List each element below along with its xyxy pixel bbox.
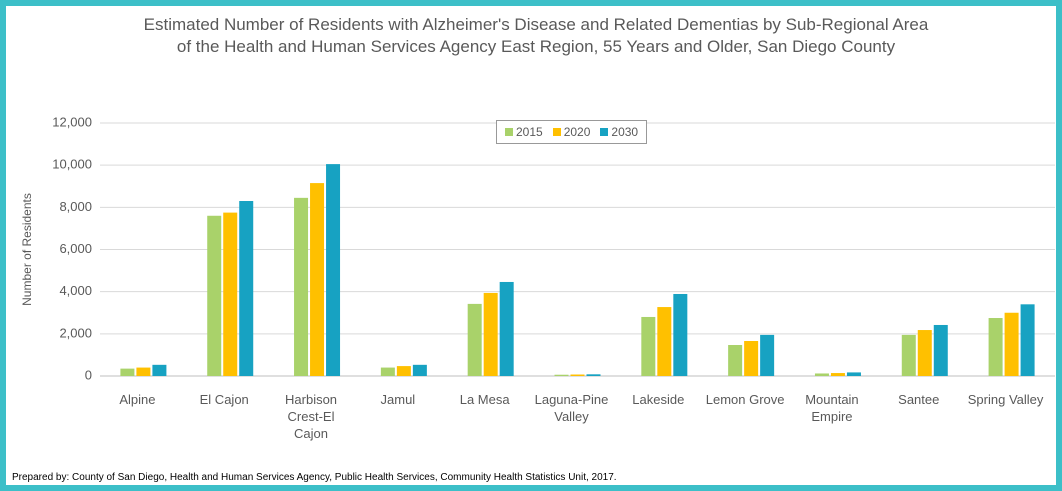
- chart-title: Estimated Number of Residents with Alzhe…: [143, 15, 929, 56]
- x-tick-label: El Cajon: [199, 392, 249, 407]
- y-tick-label: 2,000: [59, 325, 92, 340]
- legend-item: 2020: [552, 125, 591, 139]
- y-tick-label: 0: [85, 367, 92, 382]
- x-tick-label: La Mesa: [459, 392, 510, 407]
- bar: [223, 212, 238, 376]
- bar: [467, 303, 482, 376]
- x-tick-label: Mountain Empire: [805, 392, 859, 424]
- bar: [760, 334, 775, 376]
- bar: [294, 197, 309, 376]
- legend-swatch: [600, 128, 609, 136]
- x-tick-label: Spring Valley: [967, 392, 1044, 407]
- x-tick-label: Lemon Grove: [705, 392, 785, 407]
- bar: [207, 215, 222, 376]
- bar: [917, 330, 932, 376]
- bar: [728, 345, 743, 376]
- y-tick-label: 12,000: [52, 114, 92, 129]
- x-tick-label: Santee: [898, 392, 940, 407]
- bar: [310, 183, 325, 376]
- legend-swatch: [505, 128, 513, 136]
- bar: [1020, 304, 1035, 376]
- bar: [239, 201, 254, 376]
- bar: [830, 373, 845, 376]
- bar: [554, 374, 569, 376]
- y-tick-label: 4,000: [59, 283, 92, 298]
- legend-swatch: [552, 128, 561, 136]
- bar: [499, 281, 514, 376]
- bar: [326, 164, 341, 376]
- bar: [152, 364, 167, 376]
- bar: [570, 374, 585, 376]
- legend-label: 2015: [516, 125, 543, 139]
- bar: [412, 364, 427, 376]
- y-tick-label: 8,000: [59, 199, 92, 214]
- legend-label: 2030: [611, 125, 639, 139]
- bar: [657, 307, 672, 376]
- bar: [988, 318, 1003, 376]
- x-tick-label: Harbison Crest-El Cajon: [285, 392, 338, 441]
- bar: [901, 334, 916, 376]
- bar: [483, 292, 498, 376]
- x-tick-label: Alpine: [119, 392, 156, 407]
- bar: [396, 366, 411, 376]
- bar: [586, 374, 601, 376]
- x-tick-label: Laguna-Pine Valley: [534, 392, 609, 424]
- bar: [641, 316, 656, 376]
- bar: [673, 293, 688, 376]
- y-tick-label: 6,000: [59, 241, 92, 256]
- legend: 2015 2020 2030: [496, 120, 648, 144]
- bar: [744, 341, 759, 376]
- legend-item: 2015: [505, 125, 543, 139]
- legend-item: 2030: [600, 125, 638, 139]
- source-note: Prepared by: County of San Diego, Health…: [12, 472, 617, 483]
- bar: [814, 373, 829, 376]
- bar: [846, 372, 861, 376]
- bar: [380, 367, 395, 376]
- bar: [136, 367, 151, 376]
- bar: [1004, 312, 1019, 376]
- y-axis-label: Number of Residents: [20, 193, 34, 306]
- bar: [933, 324, 948, 376]
- y-tick-label: 10,000: [52, 157, 92, 172]
- bar: [120, 368, 135, 376]
- x-tick-label: Lakeside: [632, 392, 685, 407]
- legend-label: 2020: [563, 125, 591, 139]
- x-tick-label: Jamul: [380, 392, 416, 407]
- chart: 0 2,000 4,000 6,000 8,000 10,000 12,000 Number …: [20, 114, 1055, 382]
